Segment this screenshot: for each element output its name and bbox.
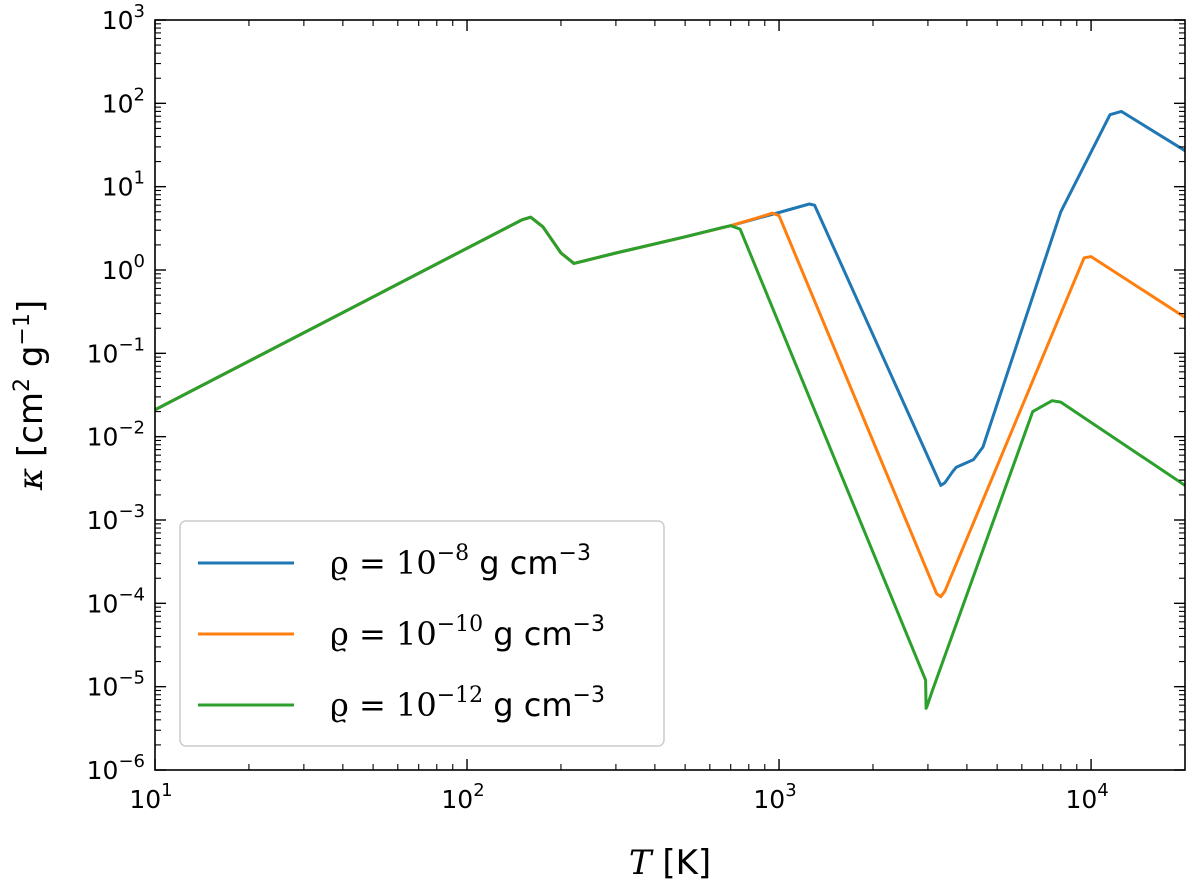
- x-axis-label: T [K]: [629, 843, 711, 883]
- legend-box: [179, 520, 665, 747]
- y-tick-label: 10−6: [87, 751, 145, 785]
- series-layer: [155, 109, 1185, 710]
- series-line-2: [155, 215, 1185, 710]
- y-axis-unit-mid: g: [11, 346, 51, 378]
- y-tick-label: 101: [102, 168, 145, 202]
- x-tick-label: 102: [441, 780, 484, 814]
- y-tick-label: 102: [102, 84, 145, 118]
- y-tick-label: 103: [102, 1, 145, 35]
- y-axis-symbol: κ: [11, 468, 51, 491]
- y-tick-label: 10−2: [87, 418, 145, 452]
- y-tick-label: 10−4: [87, 584, 145, 618]
- legend-label-1: ϱ = 10−10 g cm−3: [330, 612, 605, 653]
- y-axis-unit-exp: 2: [10, 378, 35, 392]
- ticks-layer: 101 102 103 104 10−6 10−5 10−4 10−3 10−2 10−1 100 1…: [87, 1, 1185, 814]
- y-tick-label: 10−5: [87, 668, 145, 702]
- plot-frame: [154, 19, 1186, 771]
- y-axis-unit-exp2: −1: [10, 313, 35, 345]
- y-tick-label: 100: [102, 251, 145, 285]
- x-tick-label: 104: [1065, 780, 1108, 814]
- y-axis-unit-end: ]: [11, 300, 51, 313]
- x-axis-unit: [K]: [652, 843, 712, 883]
- y-axis-label: κ [cm2 g−1]: [10, 300, 51, 491]
- legend: ϱ = 10−8 g cm−3 ϱ = 10−10 g cm−3 ϱ = 10−…: [179, 520, 665, 747]
- y-tick-label: 10−3: [87, 501, 145, 535]
- legend-label-2: ϱ = 10−12 g cm−3: [330, 683, 605, 724]
- y-tick-label: 10−1: [87, 334, 145, 368]
- x-tick-label: 103: [753, 780, 796, 814]
- legend-label-0: ϱ = 10−8 g cm−3: [330, 541, 591, 582]
- x-axis-symbol: T: [629, 843, 654, 883]
- y-axis-unit: [cm: [11, 392, 51, 468]
- x-tick-label: 101: [129, 780, 172, 814]
